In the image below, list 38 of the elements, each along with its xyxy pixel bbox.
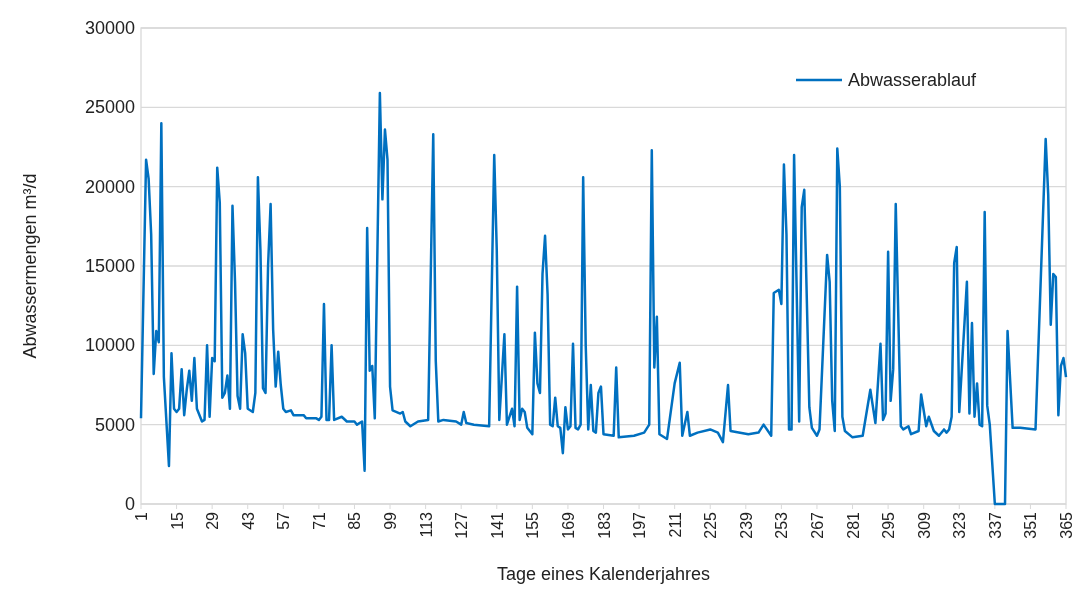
x-tick-label: 197 — [631, 511, 649, 539]
x-tick-label: 323 — [951, 511, 969, 539]
x-tick-label: 113 — [417, 511, 435, 538]
y-tick-label: 0 — [124, 494, 135, 514]
line-series — [139, 91, 1068, 506]
x-tick-label: 141 — [488, 511, 506, 539]
x-tick-label: 43 — [239, 511, 257, 530]
x-tick-label: 15 — [168, 511, 186, 530]
x-tick-label: 85 — [346, 511, 364, 530]
x-tick-label: 309 — [915, 511, 933, 539]
x-tick-label: 183 — [595, 511, 613, 539]
x-tick-label: 281 — [844, 511, 862, 539]
x-tick-label: 169 — [559, 511, 577, 539]
y-tick-label: 25000 — [84, 97, 135, 118]
x-tick-label: 267 — [808, 511, 826, 539]
x-tick-label: 71 — [310, 511, 328, 530]
y-tick-label: 20000 — [84, 176, 135, 197]
y-tick-label: 15000 — [84, 256, 135, 276]
y-axis-title: Abwassermengen m³/d — [20, 173, 40, 359]
x-tick-label: 155 — [524, 511, 542, 539]
x-tick-label: 99 — [382, 511, 400, 530]
x-tick-label: 239 — [737, 511, 755, 539]
x-tick-label: 225 — [702, 511, 720, 539]
x-axis-title: Tage eines Kalenderjahres — [496, 564, 711, 584]
y-tick-label: 30000 — [84, 18, 135, 38]
x-tick-label: 295 — [880, 511, 898, 539]
y-tick-label: 5000 — [94, 414, 135, 435]
legend-label: Abwasserablauf — [848, 70, 978, 90]
x-tick-label: 365 — [1058, 511, 1075, 539]
x-tick-label: 253 — [773, 511, 791, 539]
x-tick-label: 57 — [275, 511, 293, 530]
x-tick-label: 29 — [204, 511, 222, 530]
x-tick-label: 211 — [666, 511, 684, 538]
x-tick-label: 351 — [1022, 511, 1040, 539]
x-tick-label: 1 — [133, 511, 150, 521]
x-tick-label: 337 — [986, 511, 1004, 539]
y-tick-label: 10000 — [84, 335, 135, 356]
x-tick-label: 127 — [453, 511, 471, 539]
